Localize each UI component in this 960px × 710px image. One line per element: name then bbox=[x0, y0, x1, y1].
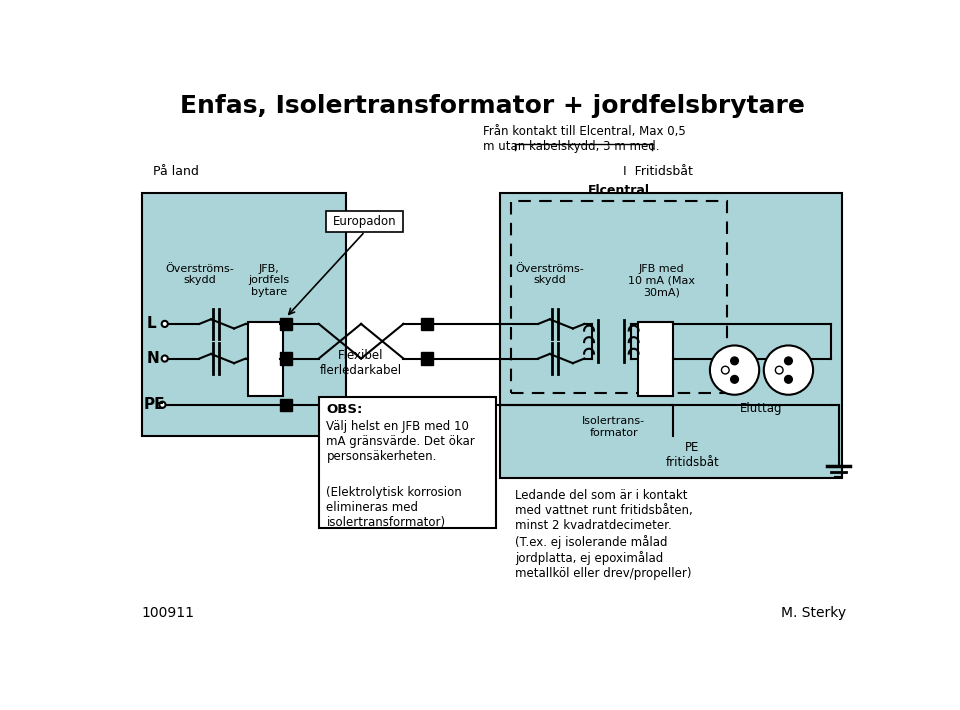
Text: JFB med
10 mA (Max
30mA): JFB med 10 mA (Max 30mA) bbox=[628, 264, 695, 297]
Text: I  Fritidsbåt: I Fritidsbåt bbox=[623, 165, 693, 178]
Text: N: N bbox=[147, 351, 159, 366]
Bar bbox=[326, 212, 403, 231]
Circle shape bbox=[776, 366, 783, 374]
Bar bbox=[248, 322, 282, 395]
Bar bbox=[421, 398, 433, 411]
Text: Välj helst en JFB med 10
mA gränsvärde. Det ökar
personsäkerheten.: Välj helst en JFB med 10 mA gränsvärde. … bbox=[326, 420, 475, 463]
Circle shape bbox=[161, 356, 168, 361]
Bar bbox=[500, 193, 842, 478]
Bar bbox=[280, 352, 292, 365]
Text: PE
fritidsbåt: PE fritidsbåt bbox=[665, 441, 719, 469]
Bar bbox=[142, 193, 346, 435]
Text: Ledande del som är i kontakt
med vattnet runt fritidsbåten,
minst 2 kvadratdecim: Ledande del som är i kontakt med vattnet… bbox=[516, 489, 693, 580]
Circle shape bbox=[722, 366, 730, 374]
Text: 100911: 100911 bbox=[142, 606, 195, 621]
Text: Elcentral: Elcentral bbox=[588, 184, 650, 197]
Text: Enfas, Isolertransformator + jordfelsbrytare: Enfas, Isolertransformator + jordfelsbry… bbox=[180, 94, 804, 119]
Circle shape bbox=[161, 321, 168, 327]
Circle shape bbox=[731, 376, 738, 383]
Text: M. Sterky: M. Sterky bbox=[781, 606, 846, 621]
Text: Överströms-
skydd: Överströms- skydd bbox=[516, 264, 584, 285]
Text: OBS:: OBS: bbox=[326, 403, 363, 416]
Text: L: L bbox=[147, 317, 156, 332]
Text: Från kontakt till Elcentral, Max 0,5
m utan kabelskydd, 3 m med.: Från kontakt till Elcentral, Max 0,5 m u… bbox=[483, 125, 685, 153]
Bar bbox=[638, 322, 673, 395]
Circle shape bbox=[731, 357, 738, 365]
Text: (Elektrolytisk korrosion
elimineras med
isolertransformator): (Elektrolytisk korrosion elimineras med … bbox=[326, 486, 462, 529]
Circle shape bbox=[784, 357, 792, 365]
Text: Överströms-
skydd: Överströms- skydd bbox=[165, 264, 234, 285]
Circle shape bbox=[784, 376, 792, 383]
Text: PE: PE bbox=[144, 398, 165, 413]
Text: Eluttag: Eluttag bbox=[740, 403, 782, 415]
Text: Europadon: Europadon bbox=[333, 215, 396, 228]
Bar bbox=[280, 398, 292, 411]
Text: Flexibel
flerledarkabel: Flexibel flerledarkabel bbox=[320, 349, 402, 376]
Bar bbox=[280, 318, 292, 330]
Bar bbox=[512, 201, 727, 393]
Bar bbox=[319, 397, 496, 528]
Circle shape bbox=[159, 402, 165, 408]
Bar bbox=[421, 318, 433, 330]
Text: På land: På land bbox=[154, 165, 199, 178]
Bar bbox=[421, 352, 433, 365]
Circle shape bbox=[764, 346, 813, 395]
Circle shape bbox=[709, 346, 759, 395]
Text: Isolertrans-
formator: Isolertrans- formator bbox=[582, 416, 645, 438]
Text: JFB,
jordfels
bytare: JFB, jordfels bytare bbox=[248, 264, 289, 297]
